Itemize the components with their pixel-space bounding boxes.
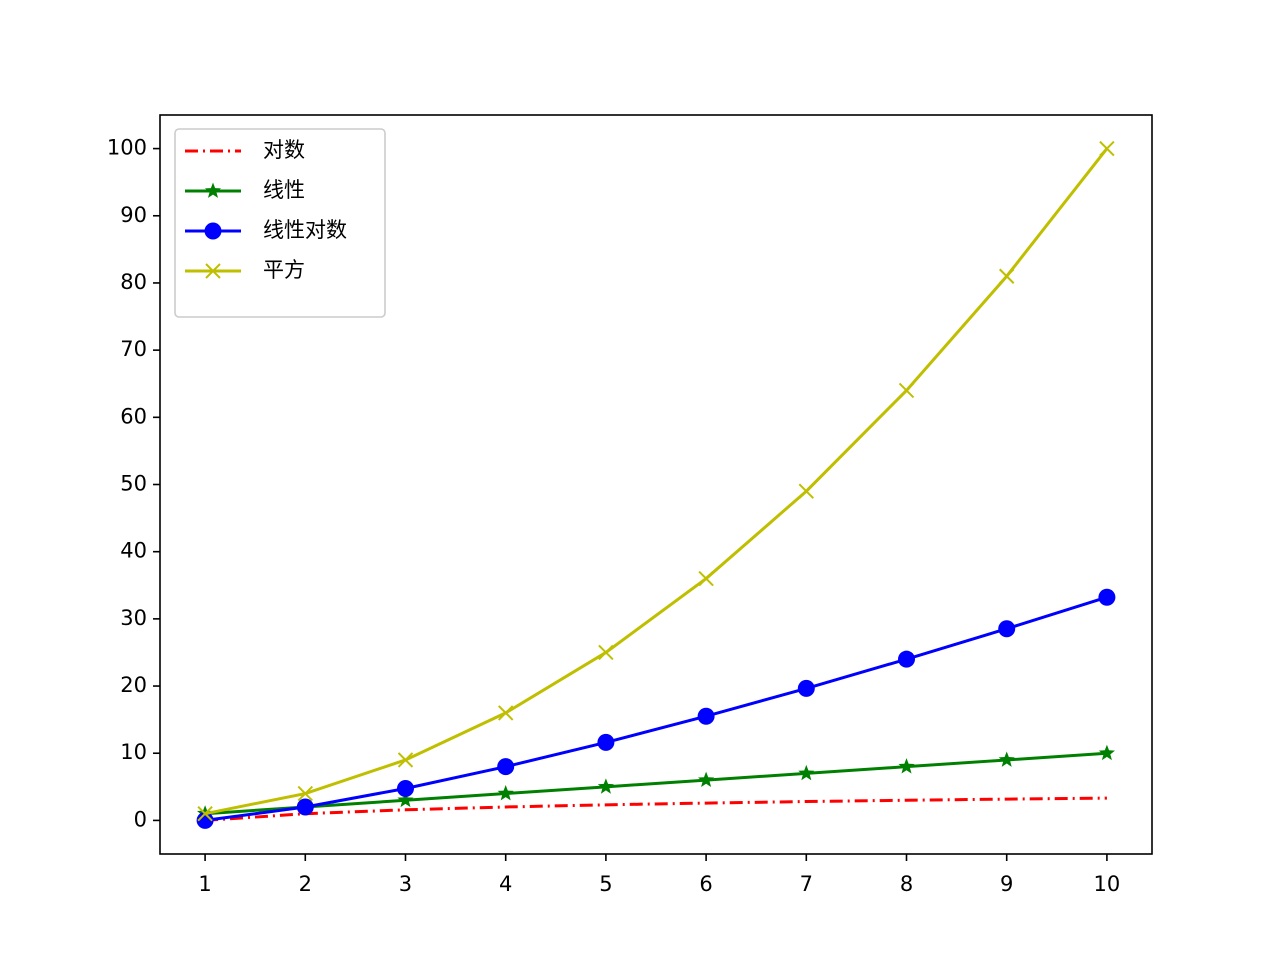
point — [898, 650, 916, 668]
x-tick-label: 8 — [900, 872, 913, 896]
legend-marker — [204, 182, 222, 198]
point — [698, 570, 714, 587]
y-tick-label: 80 — [120, 270, 147, 294]
point — [297, 785, 314, 802]
point — [698, 771, 715, 787]
point — [597, 778, 614, 794]
y-tick-label: 0 — [134, 807, 147, 831]
point — [497, 705, 514, 721]
y-tick-label: 90 — [120, 203, 147, 227]
series-line — [204, 147, 1109, 816]
y-tick-label: 30 — [120, 606, 147, 630]
legend-label: 对数 — [263, 138, 305, 162]
y-tick-label: 70 — [120, 337, 147, 361]
y-tick-label: 100 — [107, 136, 147, 160]
y-tick-label: 20 — [120, 673, 147, 697]
point — [998, 620, 1016, 638]
point — [797, 679, 815, 697]
legend-label: 线性对数 — [263, 218, 347, 242]
point — [697, 707, 715, 725]
legend-marker — [204, 222, 222, 240]
x-tick-label: 1 — [198, 872, 211, 896]
y-tick-label: 10 — [120, 740, 147, 764]
x-tick-label: 9 — [1000, 872, 1013, 896]
point — [597, 733, 615, 751]
point — [196, 811, 214, 829]
point — [397, 791, 414, 808]
point — [1098, 588, 1116, 606]
point — [296, 798, 314, 816]
legend-marker — [205, 263, 221, 279]
x-tick-label: 2 — [299, 872, 312, 896]
point — [998, 268, 1015, 284]
x-tick-label: 3 — [399, 872, 412, 896]
series-line — [204, 751, 1108, 816]
x-tick-label: 10 — [1094, 872, 1121, 896]
point — [497, 758, 515, 776]
x-tick-label: 6 — [699, 872, 712, 896]
point — [397, 752, 414, 768]
point — [798, 764, 815, 781]
x-tick-label: 4 — [499, 872, 512, 896]
series-line — [204, 796, 1107, 822]
point — [1098, 744, 1115, 761]
point — [497, 785, 514, 801]
plot-frame — [159, 114, 1153, 855]
legend-label: 平方 — [263, 258, 305, 282]
point — [197, 805, 213, 822]
y-tick-label: 60 — [120, 404, 147, 428]
legend-label: 线性 — [263, 178, 305, 202]
point — [898, 758, 915, 774]
y-tick-label: 40 — [120, 539, 147, 563]
point — [898, 382, 915, 399]
point — [1099, 140, 1115, 157]
x-tick-label: 7 — [800, 872, 813, 896]
y-tick-label: 50 — [120, 472, 147, 496]
series-line — [204, 595, 1108, 822]
point — [998, 751, 1015, 767]
point — [396, 779, 414, 797]
point — [798, 483, 815, 499]
x-tick-label: 5 — [599, 872, 612, 896]
point — [598, 644, 614, 661]
